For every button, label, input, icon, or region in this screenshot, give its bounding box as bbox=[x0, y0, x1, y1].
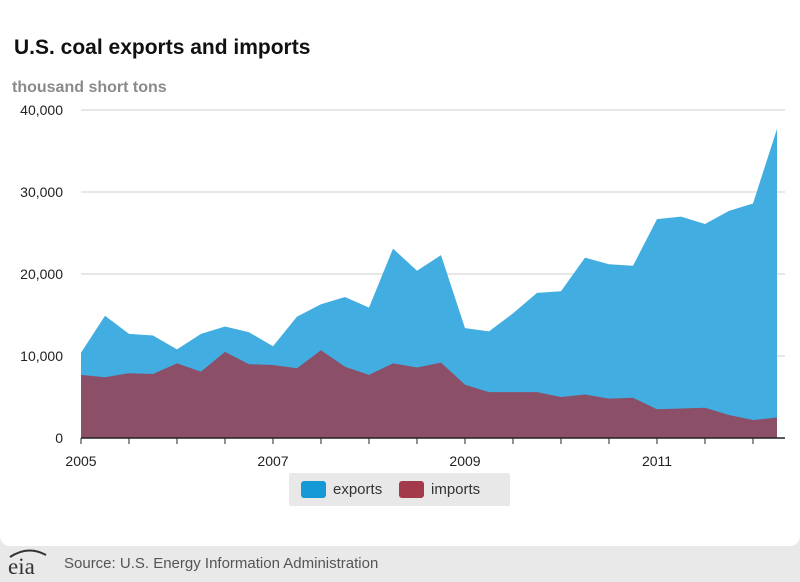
y-tick-label: 30,000 bbox=[20, 184, 63, 200]
area-series-exports[interactable] bbox=[81, 128, 777, 438]
x-tick-label: 2005 bbox=[65, 453, 96, 469]
svg-text:eia: eia bbox=[8, 554, 35, 577]
axes bbox=[80, 437, 785, 444]
eia-logo-icon: eia bbox=[8, 549, 47, 577]
chart-title: U.S. coal exports and imports bbox=[14, 36, 311, 59]
legend-swatch-imports bbox=[399, 481, 424, 498]
legend-item-exports[interactable]: exports bbox=[301, 473, 382, 506]
x-tick-label: 2011 bbox=[642, 453, 672, 469]
chart-plot: 0 10,000 20,000 30,000 40,000 2005 2007 2009 201… bbox=[20, 102, 785, 469]
y-tick-label: 20,000 bbox=[20, 266, 63, 282]
y-axis-units-label: thousand short tons bbox=[12, 79, 167, 96]
legend-item-imports[interactable]: imports bbox=[399, 473, 480, 506]
legend-label-imports: imports bbox=[431, 481, 481, 498]
series-areas bbox=[81, 128, 777, 438]
legend-swatch-exports bbox=[301, 481, 326, 498]
legend: exports imports bbox=[289, 473, 510, 506]
source-note: Source: U.S. Energy Information Administ… bbox=[64, 555, 379, 572]
x-tick-label: 2007 bbox=[257, 453, 288, 469]
x-tick-label: 2009 bbox=[449, 453, 480, 469]
y-tick-label: 10,000 bbox=[20, 348, 63, 364]
legend-label-exports: exports bbox=[333, 481, 383, 498]
tick-labels: 0 10,000 20,000 30,000 40,000 2005 2007 2009 201… bbox=[20, 102, 672, 469]
area-series-imports[interactable] bbox=[81, 350, 777, 438]
y-tick-label: 40,000 bbox=[20, 102, 63, 118]
y-tick-label: 0 bbox=[55, 430, 63, 446]
chart-card: U.S. coal exports and imports thousand s… bbox=[0, 0, 800, 546]
